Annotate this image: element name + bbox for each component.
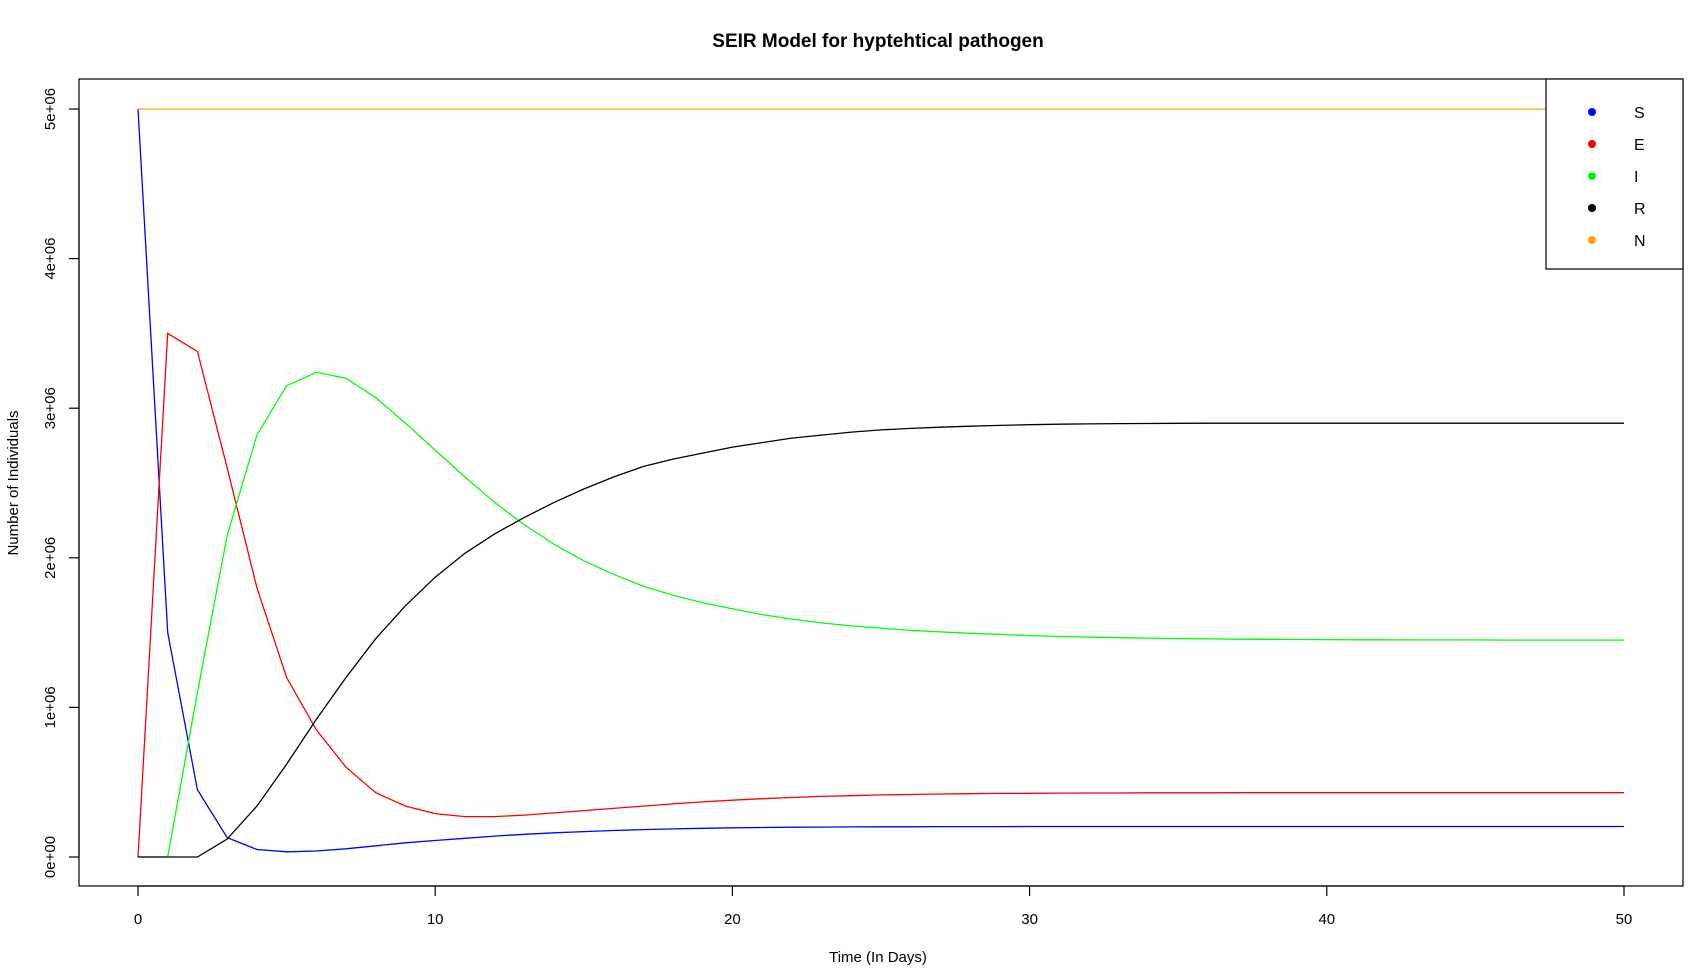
- legend-marker-s: [1588, 108, 1596, 116]
- y-tick-label: 0e+00: [42, 836, 59, 878]
- chart-title: SEIR Model for hyptehtical pathogen: [712, 31, 1043, 52]
- series-line-r: [138, 422, 1624, 858]
- legend-box: [1545, 78, 1684, 270]
- series-line-i: [138, 371, 1624, 858]
- y-tick-label: 4e+06: [42, 238, 59, 280]
- x-tick-label: 20: [724, 911, 741, 928]
- legend-marker-r: [1588, 204, 1596, 212]
- series-line-e: [137, 332, 1624, 858]
- x-tick-label: 50: [1616, 911, 1633, 928]
- series-line-s: [137, 108, 1624, 853]
- plot-box: [78, 78, 1684, 887]
- y-tick-label: 2e+06: [42, 537, 59, 579]
- legend-label-s: S: [1634, 105, 1645, 122]
- y-tick-label: 1e+06: [42, 686, 59, 728]
- x-tick-label: 0: [134, 911, 142, 928]
- x-tick-label: 10: [427, 911, 444, 928]
- y-axis-label: Number of Individuals: [5, 410, 22, 555]
- legend-marker-n: [1588, 236, 1596, 244]
- legend-label-r: R: [1634, 201, 1646, 218]
- series-lines: [137, 108, 1624, 858]
- legend-marker-e: [1588, 140, 1596, 148]
- legend-label-i: I: [1634, 169, 1638, 186]
- x-axis-label: Time (In Days): [829, 949, 927, 966]
- y-tick-label: 5e+06: [42, 88, 59, 130]
- x-tick-label: 40: [1318, 911, 1335, 928]
- legend-marker-i: [1588, 172, 1596, 180]
- legend-label-e: E: [1634, 137, 1645, 154]
- y-axis: 0e+00 1e+06 2e+06 3e+06 4e+06 5e+06: [42, 88, 80, 878]
- x-tick-label: 30: [1021, 911, 1038, 928]
- y-tick-label: 3e+06: [42, 387, 59, 429]
- x-axis: 0 10 20 30 40 50: [134, 885, 1633, 928]
- legend-label-n: N: [1634, 233, 1646, 250]
